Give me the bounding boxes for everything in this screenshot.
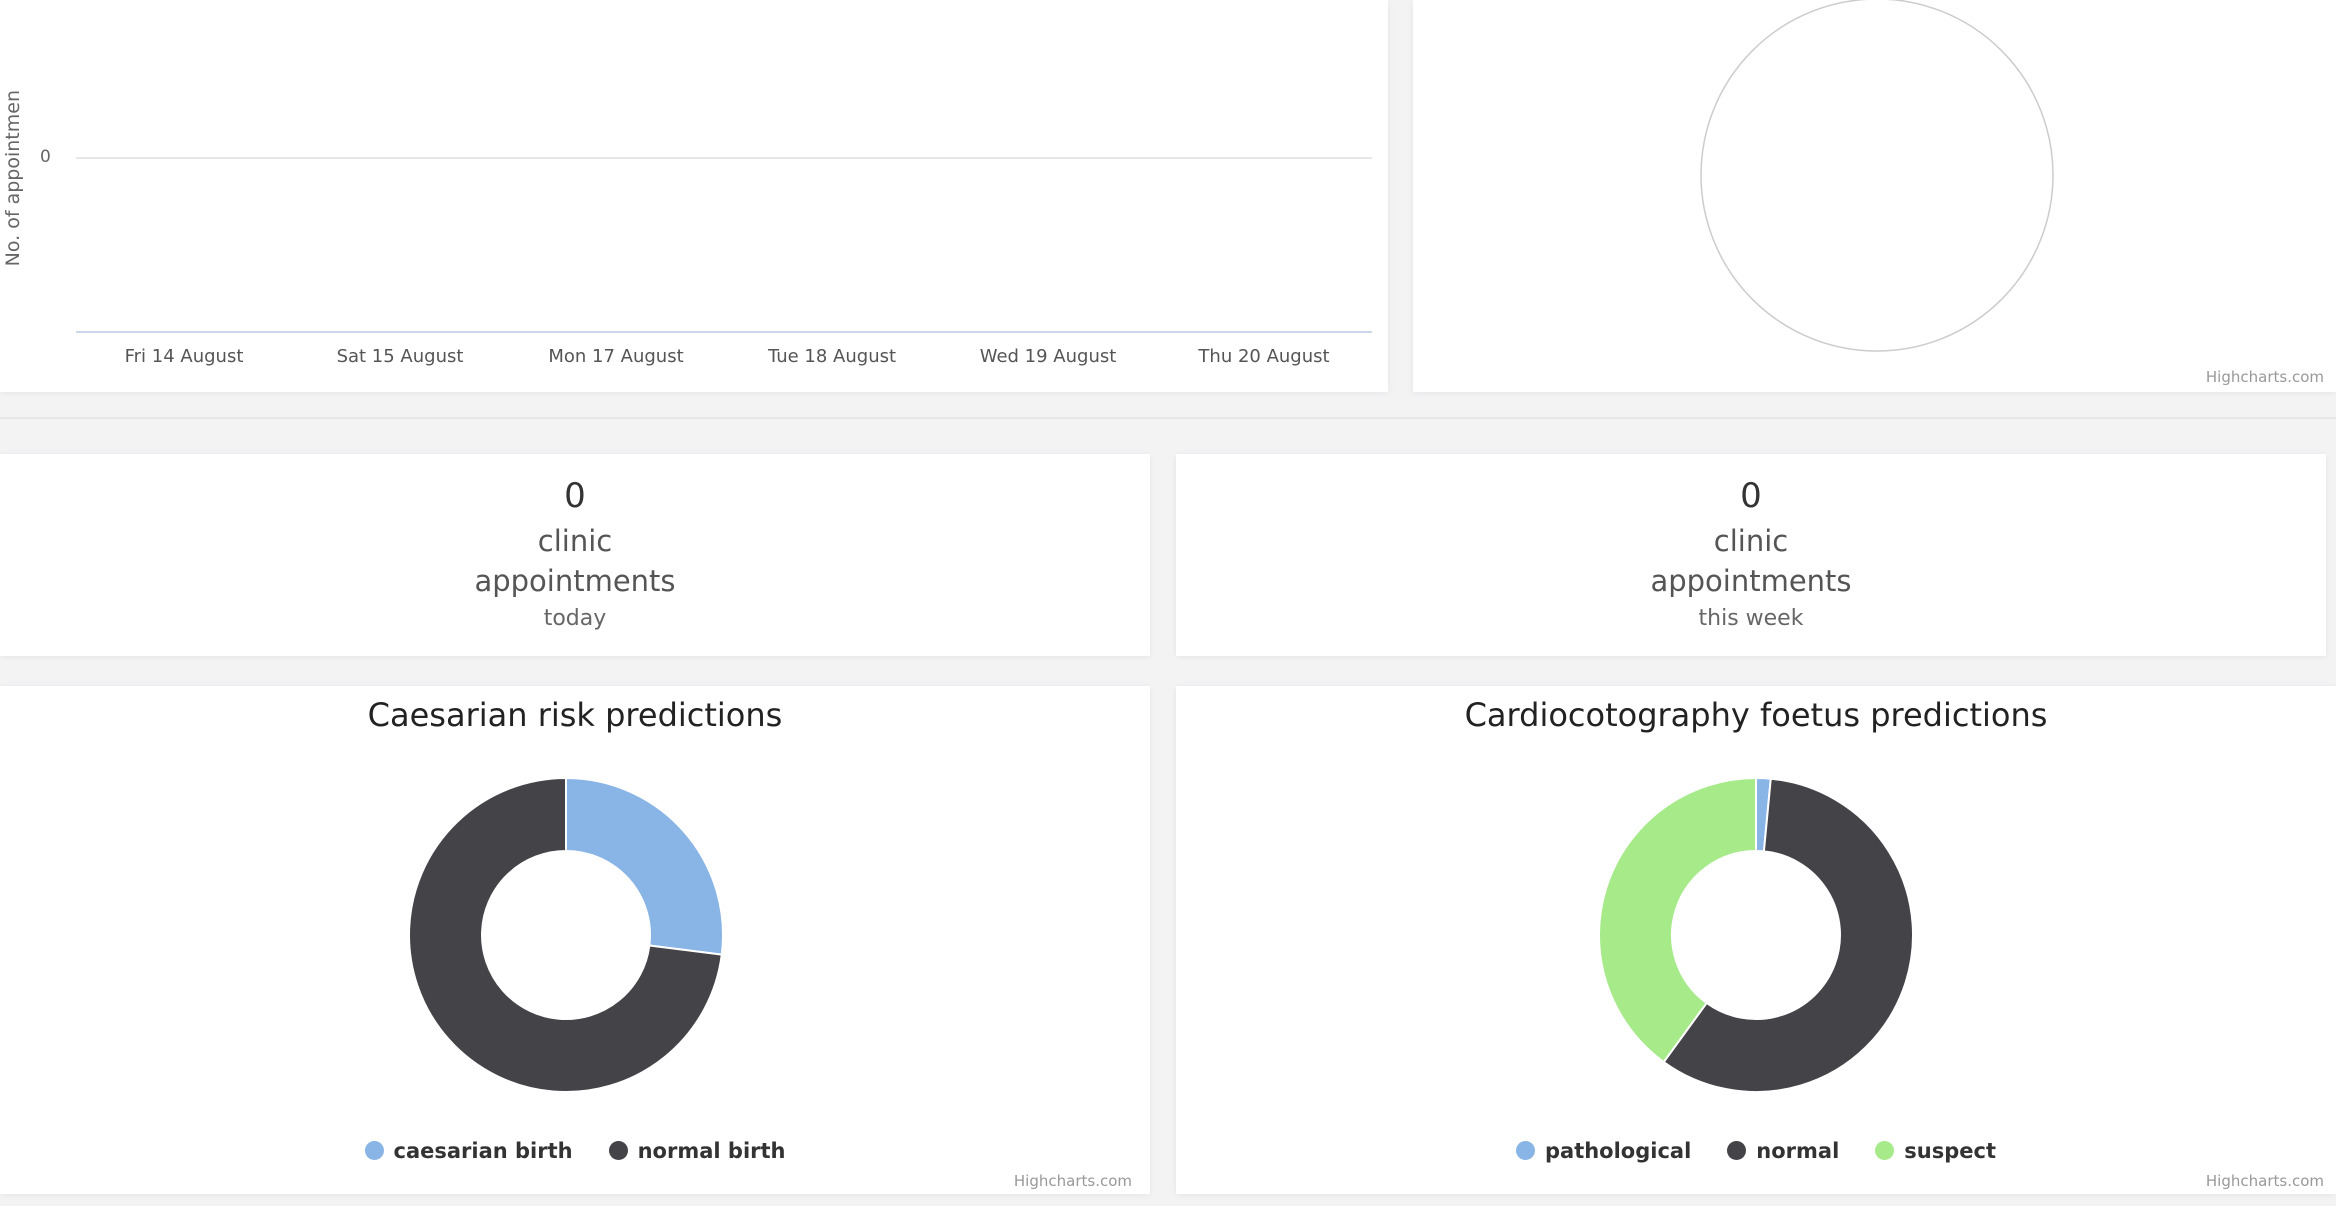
legend-item-suspect[interactable]: suspect: [1875, 1139, 1996, 1163]
chart-legend: pathological normal suspect: [1176, 1138, 2336, 1163]
stat-period: this week: [1698, 606, 1804, 631]
x-tick-label: Thu 20 August: [1198, 346, 1330, 367]
legend-dot-icon: [1875, 1141, 1895, 1160]
stat-label-line1: clinic: [1713, 524, 1789, 558]
donut-slice-caesarian-birth[interactable]: [565, 776, 724, 956]
stat-label-line1: clinic: [537, 524, 613, 558]
donut-slice-normal-birth[interactable]: [408, 776, 723, 1093]
donut-slice-normal[interactable]: [1662, 777, 1914, 1093]
legend-item-normal[interactable]: normal: [1727, 1139, 1839, 1163]
legend-dot-icon: [1727, 1141, 1747, 1160]
highcharts-credit[interactable]: Highcharts.com: [1013, 1172, 1132, 1190]
x-tick-label: Fri 14 August: [124, 346, 244, 367]
stat-period: today: [543, 606, 607, 631]
x-tick-label: Mon 17 August: [548, 346, 684, 367]
y-tick-label: 0: [40, 147, 51, 167]
ctg-donut: [1598, 776, 1914, 1093]
stat-label-line2: appointments: [474, 564, 676, 598]
chart-title: Cardiocotography foetus predictions: [1464, 696, 2048, 734]
caesarian-donut: [408, 776, 724, 1093]
stat-label-line2: appointments: [1650, 564, 1852, 598]
legend-dot-icon: [608, 1141, 628, 1160]
highcharts-credit[interactable]: Highcharts.com: [2205, 1172, 2324, 1190]
legend-label: caesarian birth: [393, 1139, 573, 1163]
legend-dot-icon: [364, 1141, 384, 1160]
legend-item-pathological[interactable]: pathological: [1515, 1139, 1692, 1163]
legend-dot-icon: [1515, 1141, 1535, 1160]
empty-pie-chart: [1700, 0, 2054, 352]
stat-card-week: 0 clinic appointments this week: [1176, 454, 2326, 656]
legend-label: suspect: [1904, 1139, 1996, 1163]
chart-legend: caesarian birth normal birth: [0, 1138, 1150, 1163]
ctg-chart-panel: Cardiocotography foetus predictions path…: [1176, 686, 2336, 1194]
highcharts-credit[interactable]: Highcharts.com: [2205, 368, 2324, 386]
x-tick-label: Sat 15 August: [336, 346, 464, 367]
legend-label: pathological: [1544, 1139, 1692, 1163]
chart-title: Caesarian risk predictions: [367, 696, 783, 734]
x-tick-label: Wed 19 August: [979, 346, 1117, 367]
legend-label: normal birth: [637, 1139, 786, 1163]
donut-slice-suspect[interactable]: [1598, 776, 1757, 1064]
legend-label: normal: [1756, 1139, 1840, 1163]
legend-item-caesarian-birth[interactable]: caesarian birth: [364, 1139, 573, 1163]
legend-item-normal-birth[interactable]: normal birth: [608, 1139, 786, 1163]
empty-pie-outline: [1700, 0, 2054, 352]
x-tick-label: Tue 18 August: [767, 346, 897, 367]
empty-pie-panel: Highcharts.com: [1413, 0, 2336, 392]
stat-card-today: 0 clinic appointments today: [0, 454, 1150, 656]
appointments-plot: [76, 157, 1372, 333]
caesarian-chart-panel: Caesarian risk predictions caesarian bir…: [0, 686, 1150, 1194]
section-divider: [0, 417, 2336, 419]
stat-count: 0: [564, 476, 586, 516]
stat-count: 0: [1740, 476, 1762, 516]
appointments-chart-panel: No. of appointmen 0 Fri 14 August Sat 15 …: [0, 0, 1388, 392]
